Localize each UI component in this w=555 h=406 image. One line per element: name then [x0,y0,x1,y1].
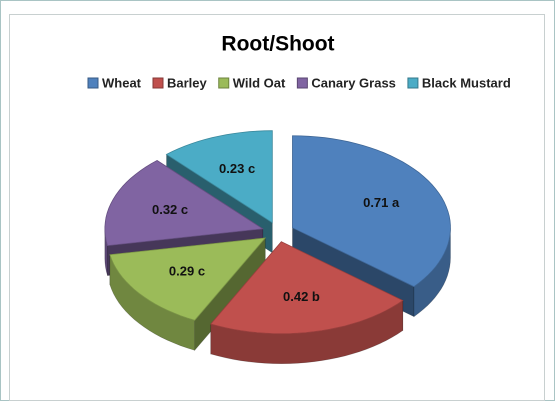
data-label: 0.23 c [219,161,255,176]
legend-swatch [296,77,308,89]
slice [165,130,273,224]
legend-swatch [218,77,230,89]
slice [210,241,404,335]
pie-tops [104,130,451,335]
slice [292,135,451,288]
slice [109,237,267,321]
data-label: 0.32 c [152,202,188,217]
data-label: 0.42 b [283,289,320,304]
legend-label: Wild Oat [233,75,286,90]
chart-title: Root/Shoot [221,33,334,56]
data-labels: 0.71 a 0.42 b 0.29 c 0.32 c 0.23 c [152,161,400,304]
legend-label: Wheat [102,75,142,90]
legend-swatch [407,77,419,89]
legend-label: Canary Grass [311,75,396,90]
slice [104,160,264,247]
data-label: 0.29 c [169,264,205,279]
legend-label: Barley [167,75,208,90]
legend-swatch [152,77,164,89]
legend-label: Black Mustard [422,75,511,90]
legend-swatch [87,77,99,89]
legend: Wheat Barley Wild Oat Canary Grass Black Mus… [87,75,511,90]
data-label: 0.71 a [363,195,400,210]
